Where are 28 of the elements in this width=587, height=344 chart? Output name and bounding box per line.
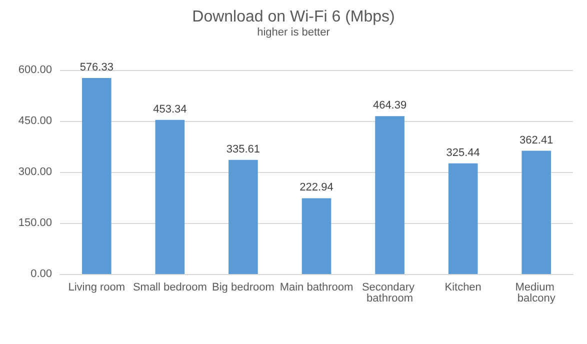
y-tick-label: 150.00 (18, 217, 52, 229)
x-tick-label: Big bedroom (212, 282, 274, 294)
bar (302, 198, 332, 274)
chart-subtitle: higher is better (257, 26, 330, 38)
x-tick-label: Main bathroom (280, 282, 354, 294)
bar (375, 116, 404, 274)
x-tick-label: Secondary bathroom (362, 282, 418, 304)
x-tick-label: Medium balcony (515, 282, 558, 304)
y-tick-label: 300.00 (18, 166, 52, 178)
bar (522, 150, 552, 274)
x-tick-label: Living room (68, 282, 126, 294)
data-label: 576.33 (80, 62, 114, 74)
data-label: 362.41 (520, 134, 554, 146)
data-label: 222.94 (300, 182, 334, 194)
chart-title: Download on Wi-Fi 6 (Mbps) (192, 8, 395, 26)
y-tick-label: 0.00 (30, 268, 52, 280)
y-tick-label: 450.00 (18, 115, 52, 127)
bar (82, 78, 112, 274)
bar (228, 160, 258, 274)
x-tick-label: Kitchen (444, 282, 482, 294)
data-label: 335.61 (226, 143, 260, 156)
x-tick-label: Small bedroom (132, 282, 207, 294)
bar (155, 120, 185, 274)
data-label: 325.44 (446, 146, 480, 159)
bar (448, 163, 478, 274)
y-tick-label: 600.00 (18, 64, 52, 76)
data-label: 453.34 (153, 103, 187, 116)
data-label: 464.39 (372, 100, 407, 112)
